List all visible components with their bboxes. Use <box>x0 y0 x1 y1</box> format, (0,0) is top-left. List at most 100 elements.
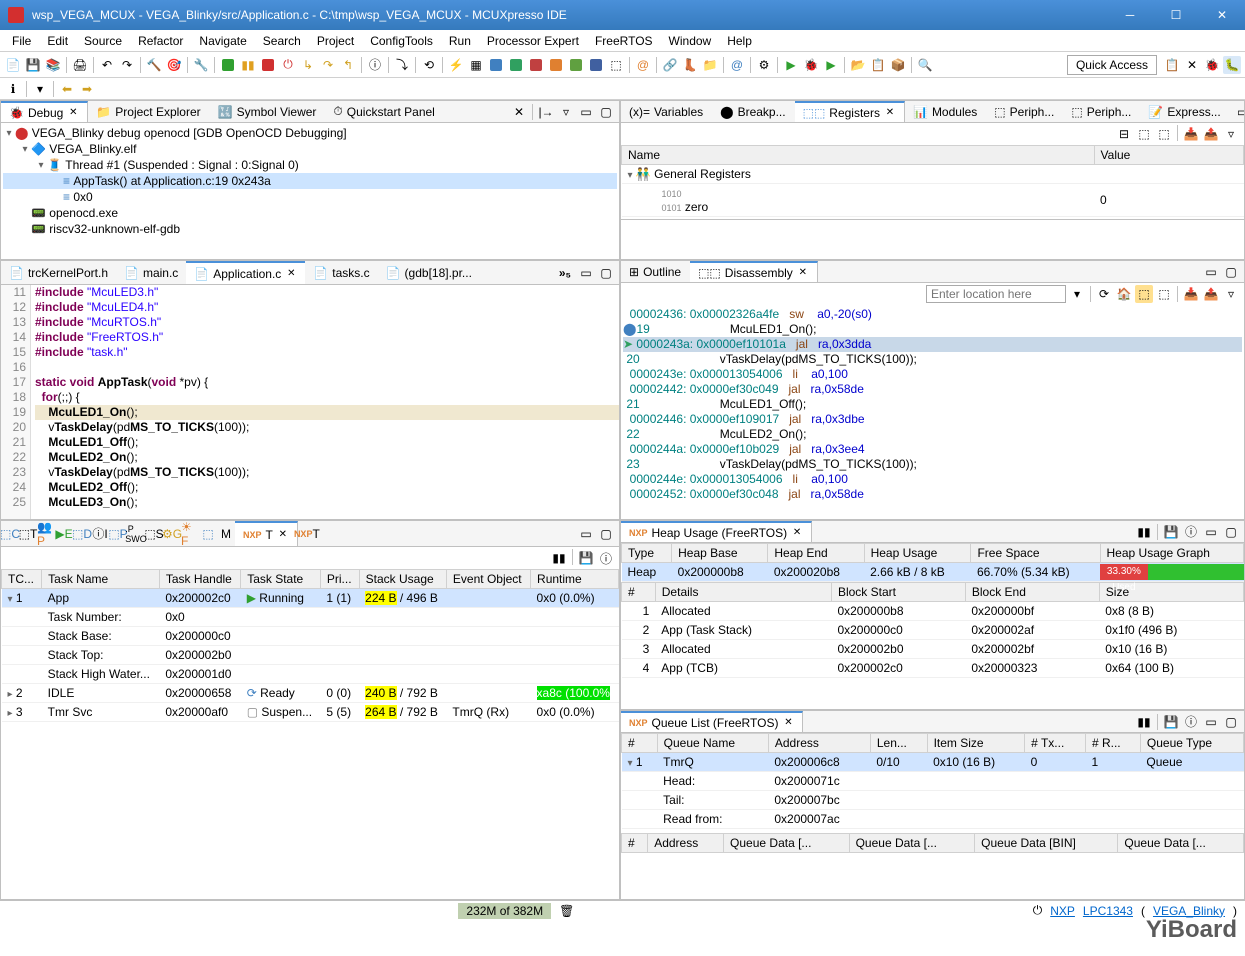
maximize-panel-icon[interactable]: ▢ <box>1222 523 1240 541</box>
menu-processor-expert[interactable]: Processor Expert <box>479 32 587 50</box>
task-detail-row[interactable]: Stack High Water...0x200001d0 <box>2 665 619 684</box>
tab-heap-usage[interactable]: NXP Heap Usage (FreeRTOS) ✕ <box>621 521 812 542</box>
drop-icon[interactable]: ⤵ <box>393 56 411 74</box>
col-header[interactable]: Queue Data [BIN] <box>975 834 1118 853</box>
col-header[interactable]: # <box>622 834 648 853</box>
location-input[interactable] <box>926 285 1066 303</box>
col-header[interactable]: # <box>622 734 658 753</box>
close-icon[interactable]: ✕ <box>797 267 809 279</box>
restart-icon[interactable]: ⟲ <box>420 56 438 74</box>
close-icon[interactable]: ✕ <box>791 527 803 539</box>
explorer-icon[interactable]: 📁 <box>701 56 719 74</box>
col-header[interactable]: Free Space <box>971 544 1100 563</box>
register-group-row[interactable]: ▾ 👬 General Registers <box>622 165 1244 184</box>
nxp-t-icon[interactable]: NXPT <box>298 525 316 543</box>
tab-symbol-viewer[interactable]: 🔣 Symbol Viewer <box>210 101 326 122</box>
debug-thread-node[interactable]: ▾🧵 Thread #1 (Suspended : Signal : 0:Sig… <box>3 157 617 173</box>
open-icon[interactable]: 📋 <box>869 56 887 74</box>
menu-source[interactable]: Source <box>76 32 130 50</box>
step-into-icon[interactable]: ↳ <box>299 56 317 74</box>
debug-frame-0[interactable]: ≡ AppTask() at Application.c:19 0x243a <box>3 173 617 189</box>
tab-periph1[interactable]: ⬚ Periph... <box>986 101 1063 122</box>
maximize-panel-icon[interactable]: ▢ <box>1222 713 1240 731</box>
minimize-panel-icon[interactable]: ▭ <box>577 103 595 121</box>
menu-freertos[interactable]: FreeRTOS <box>587 32 661 50</box>
col-header[interactable]: Task Name <box>42 570 160 589</box>
task-row[interactable]: ▾ 1App0x200002c0▶ Running1 (1)224 B / 49… <box>2 589 619 608</box>
tab-registers[interactable]: ⬚⬚ Registers ✕ <box>795 101 905 122</box>
col-header[interactable]: Details <box>655 583 831 602</box>
editor-tab[interactable]: 📄 main.c <box>116 261 186 284</box>
d-icon[interactable]: ⬚D <box>73 525 91 543</box>
col-header[interactable]: Heap End <box>768 544 864 563</box>
col-header[interactable]: Queue Name <box>657 734 768 753</box>
nav-prev-icon[interactable]: ▾ <box>31 80 49 98</box>
export-icon[interactable]: 📤 <box>1202 125 1220 143</box>
task-row[interactable]: ▸ 2IDLE0x20000658⟳ Ready0 (0)240 B / 792… <box>2 684 619 703</box>
stop-icon[interactable] <box>259 56 277 74</box>
m2-icon[interactable]: M <box>217 525 235 543</box>
e-icon[interactable]: ▶E <box>55 525 73 543</box>
tab-periph2[interactable]: ⬚ Periph... <box>1063 101 1140 122</box>
s-icon[interactable]: ⬚S <box>145 525 163 543</box>
layout-icon[interactable]: ⬚ <box>1135 125 1153 143</box>
queue-row[interactable]: ▾ 1TmrQ0x200006c80/100x10 (16 B)01Queue <box>622 753 1244 772</box>
maximize-button[interactable]: ☐ <box>1153 0 1199 30</box>
build-icon[interactable]: 🔨 <box>145 56 163 74</box>
col-header[interactable]: Pri... <box>320 570 359 589</box>
orange-square-icon[interactable] <box>547 56 565 74</box>
col-value[interactable]: Value <box>1094 146 1243 165</box>
col-header[interactable]: Heap Base <box>672 544 768 563</box>
flash-icon[interactable]: ⚡ <box>447 56 465 74</box>
remove-filter-icon[interactable]: ✕ <box>510 103 528 121</box>
folder-icon[interactable]: 📂 <box>849 56 867 74</box>
menu-edit[interactable]: Edit <box>39 32 76 50</box>
p-icon[interactable]: 👥P <box>37 525 55 543</box>
search-icon[interactable]: 🔍 <box>916 56 934 74</box>
project-link[interactable]: VEGA_Blinky <box>1153 904 1225 918</box>
editor-overflow-icon[interactable]: »₅ <box>555 266 575 280</box>
undo-icon[interactable]: ↶ <box>98 56 116 74</box>
view-menu-icon[interactable]: ▿ <box>1222 125 1240 143</box>
col-header[interactable]: Address <box>768 734 870 753</box>
register-row[interactable]: 10100101 zero0 <box>622 184 1244 217</box>
close-icon[interactable]: ✕ <box>884 107 896 119</box>
col-header[interactable]: Task State <box>241 570 321 589</box>
col-header[interactable]: Len... <box>870 734 927 753</box>
quick-access-input[interactable]: Quick Access <box>1067 55 1157 75</box>
editor-tab[interactable]: 📄 Application.c ✕ <box>186 261 305 284</box>
debug-frame-1[interactable]: ≡ 0x0 <box>3 189 617 205</box>
cpu-icon[interactable]: ⬚ <box>607 56 625 74</box>
minimize-panel-icon[interactable]: ▭ <box>1202 523 1220 541</box>
tab-disassembly[interactable]: ⬚⬚ Disassembly ✕ <box>690 261 818 282</box>
memory-indicator[interactable]: 232M of 382M <box>458 903 551 919</box>
import-icon[interactable]: 📥 <box>1182 285 1200 303</box>
col-header[interactable]: Queue Data [... <box>724 834 850 853</box>
col-header[interactable]: # <box>622 583 656 602</box>
package-icon[interactable]: 📦 <box>889 56 907 74</box>
tab-project-explorer[interactable]: 📁 Project Explorer <box>88 101 209 122</box>
col-header[interactable]: Queue Data [... <box>849 834 975 853</box>
run-icon[interactable]: ▶ <box>782 56 800 74</box>
task-detail-row[interactable]: Stack Top:0x200002b0 <box>2 646 619 665</box>
sq-icon[interactable]: ⬚ <box>199 525 217 543</box>
menu-window[interactable]: Window <box>661 32 720 50</box>
grid-icon[interactable]: ▦ <box>467 56 485 74</box>
maximize-panel-icon[interactable]: ▢ <box>597 525 615 543</box>
chip-icon[interactable] <box>487 56 505 74</box>
queue-detail-row[interactable]: Head:0x2000071c <box>622 772 1244 791</box>
tab-variables[interactable]: (x)= Variables <box>621 101 712 122</box>
pause-icon[interactable]: ▮▮ <box>239 56 257 74</box>
view-menu-icon[interactable]: ▿ <box>557 103 575 121</box>
menu-navigate[interactable]: Navigate <box>191 32 254 50</box>
menu-run[interactable]: Run <box>441 32 479 50</box>
debug-exe-node[interactable]: 📟 openocd.exe <box>3 205 617 221</box>
task-detail-row[interactable]: Stack Base:0x200000c0 <box>2 627 619 646</box>
close-icon[interactable]: ✕ <box>285 268 297 280</box>
home-icon[interactable]: 🏠 <box>1115 285 1133 303</box>
resume-icon[interactable] <box>219 56 237 74</box>
maximize-panel-icon[interactable]: ▢ <box>597 103 615 121</box>
perspective-other-icon[interactable]: 🐛 <box>1223 56 1241 74</box>
tab-debug[interactable]: 🐞 Debug ✕ <box>1 101 88 122</box>
editor-tab[interactable]: 📄 trcKernelPort.h <box>1 261 116 284</box>
